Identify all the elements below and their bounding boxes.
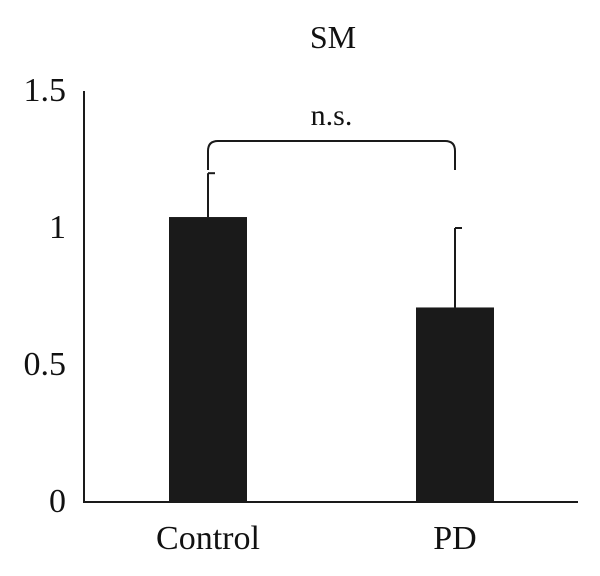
axes: [83, 91, 578, 503]
x-tick-label-pd: PD: [433, 520, 476, 557]
error-bars: [207, 172, 462, 308]
x-tick-label-control: Control: [156, 520, 260, 557]
y-tick-label: 0: [49, 483, 66, 520]
y-tick-labels: 0 0.5 1 1.5: [24, 72, 67, 520]
significance-label: n.s.: [311, 99, 353, 132]
chart-title: SM: [310, 19, 356, 55]
bar-pd: [416, 307, 494, 502]
significance-annotation: n.s.: [207, 99, 456, 170]
y-tick-label: 0.5: [24, 346, 67, 383]
significance-bracket: [207, 140, 456, 170]
y-tick-label: 1: [49, 209, 66, 246]
y-tick-label: 1.5: [24, 72, 67, 109]
bars: [169, 217, 494, 503]
bar-control: [169, 217, 247, 503]
x-tick-labels: Control PD: [156, 520, 477, 557]
